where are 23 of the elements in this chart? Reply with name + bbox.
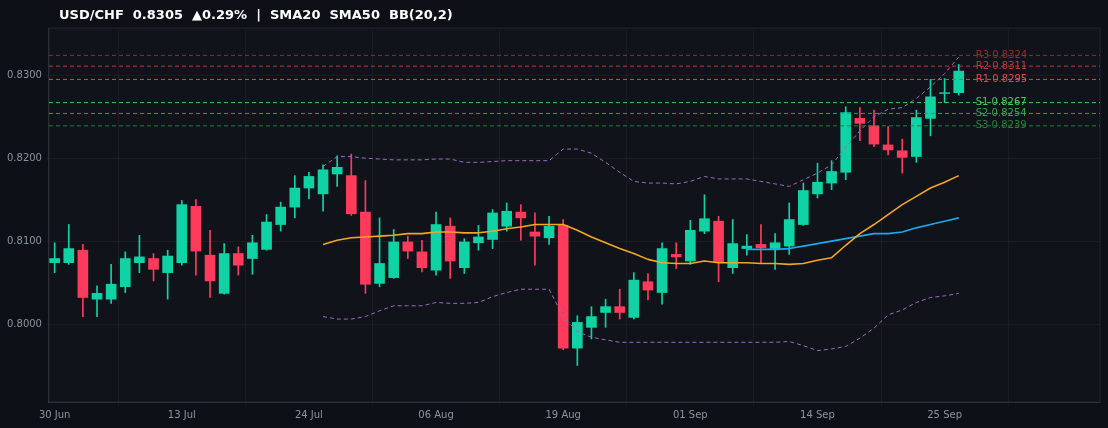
ref-line-label: S3 0.8239: [975, 119, 1027, 131]
ref-line-label: R1 0.8295: [975, 73, 1028, 85]
y-tick-label: 0.8300: [6, 68, 42, 80]
x-tick-label: 13 Jul: [167, 408, 196, 420]
chart-title: USD/CHF 0.8305 ▲0.29% | SMA20 SMA50 BB(20,2): [59, 7, 453, 22]
ref-line-label: S2 0.8254: [975, 107, 1027, 119]
y-tick-label: 0.8000: [6, 317, 42, 329]
x-tick-label: 14 Sep: [800, 408, 835, 420]
x-tick-label: 01 Sep: [672, 408, 708, 420]
ref-line-label: R2 0.8311: [975, 59, 1028, 71]
x-tick-label: 06 Aug: [418, 408, 454, 420]
y-tick-label: 0.8100: [6, 234, 42, 246]
y-tick-label: 0.8200: [6, 151, 42, 163]
x-tick-label: 25 Sep: [927, 408, 962, 420]
x-tick-label: 19 Aug: [545, 408, 581, 420]
ref-line-label: R3 0.8324: [975, 48, 1028, 60]
ref-line-label: S1 0.8267: [975, 96, 1027, 108]
x-tick-label: 30 Jun: [38, 408, 71, 420]
x-tick-label: 24 Jul: [294, 408, 323, 420]
line-series: [322, 56, 960, 187]
candlestick: [614, 288, 626, 320]
line-series: [322, 288, 960, 352]
candlestick: [896, 138, 908, 174]
